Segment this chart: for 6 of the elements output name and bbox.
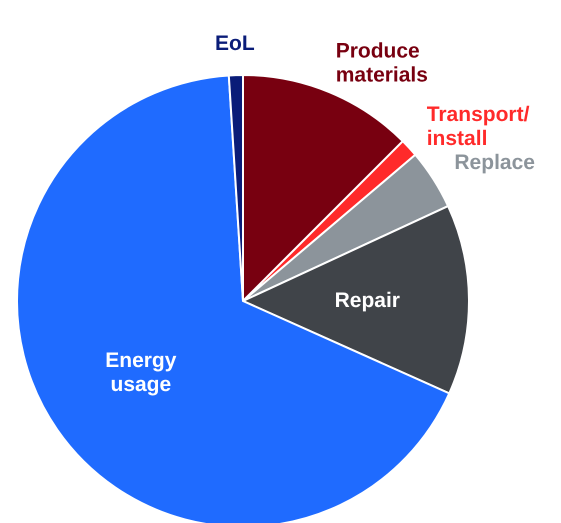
slice-label: Repair (334, 289, 400, 312)
slice-label: Energy usage (105, 348, 177, 396)
slice-label: EoL (215, 32, 255, 56)
slice-label: Produce materials (336, 40, 428, 87)
slice-label: Replace (454, 151, 535, 174)
slice-label: Transport/install (426, 103, 530, 150)
